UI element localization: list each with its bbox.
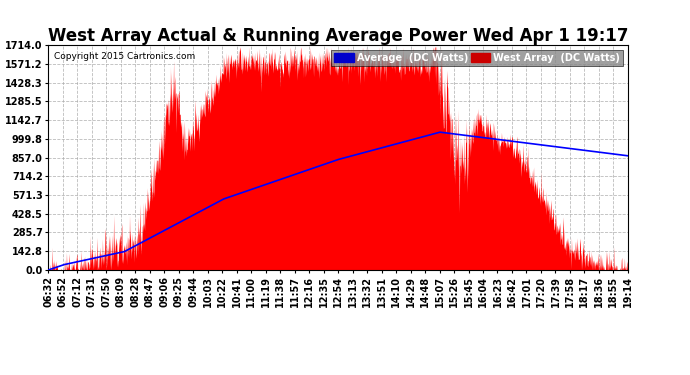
Text: Copyright 2015 Cartronics.com: Copyright 2015 Cartronics.com (54, 52, 195, 61)
Legend: Average  (DC Watts), West Array  (DC Watts): Average (DC Watts), West Array (DC Watts… (331, 50, 623, 66)
Title: West Array Actual & Running Average Power Wed Apr 1 19:17: West Array Actual & Running Average Powe… (48, 27, 629, 45)
